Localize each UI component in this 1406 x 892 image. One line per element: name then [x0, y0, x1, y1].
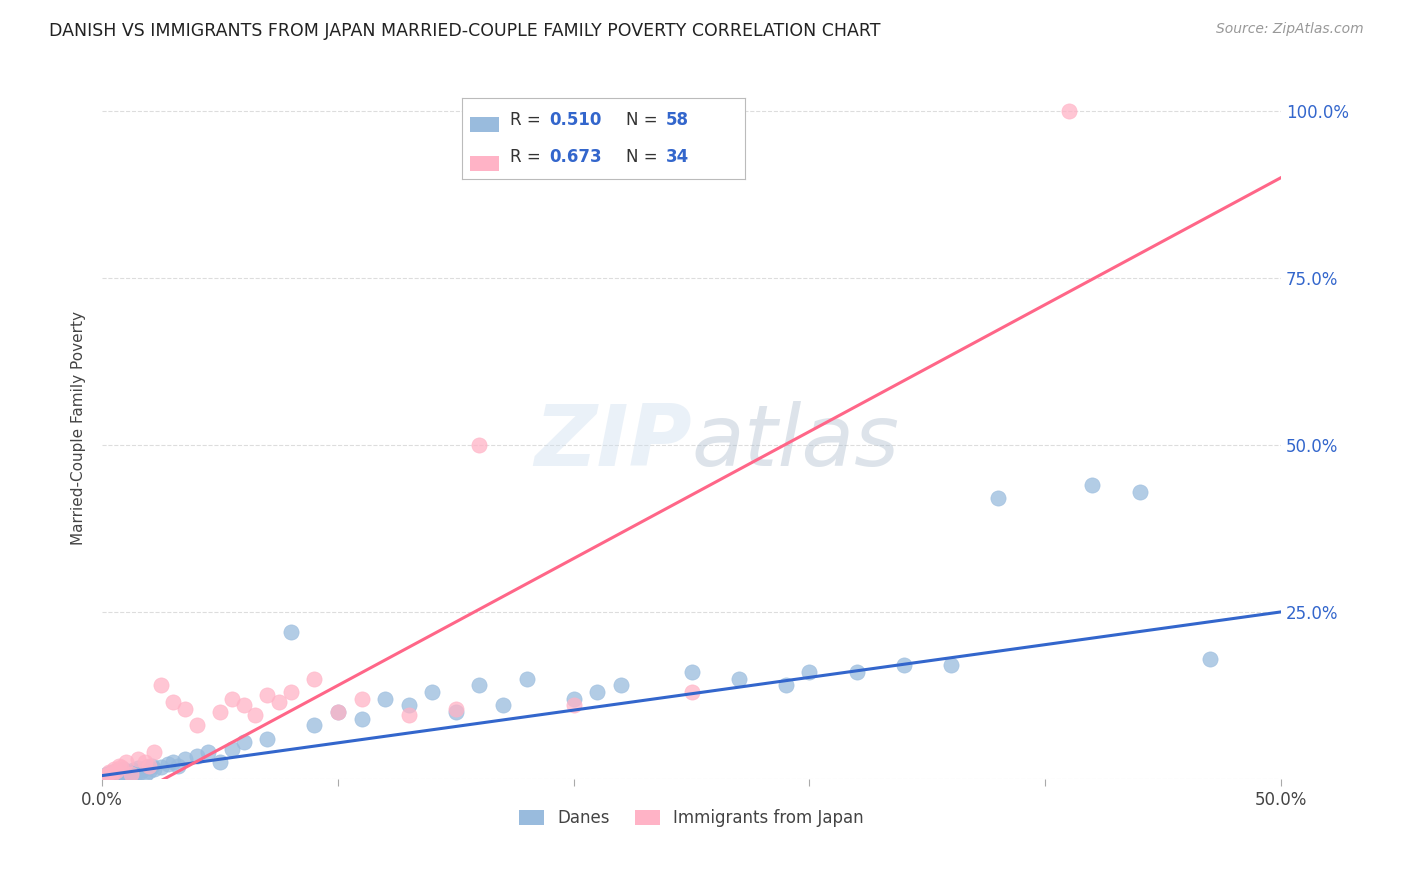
Point: [134, 756, 156, 770]
Point: [103, 762, 125, 776]
Point: [280, 685, 302, 699]
Point: [280, 624, 302, 639]
Point: [136, 760, 159, 774]
Text: DANISH VS IMMIGRANTS FROM JAPAN MARRIED-COUPLE FAMILY POVERTY CORRELATION CHART: DANISH VS IMMIGRANTS FROM JAPAN MARRIED-…: [49, 22, 880, 40]
Point: [110, 765, 132, 780]
Point: [444, 705, 467, 719]
Point: [134, 768, 156, 782]
Point: [586, 685, 609, 699]
Y-axis label: Married-Couple Family Poverty: Married-Couple Family Poverty: [72, 311, 86, 545]
Point: [127, 752, 149, 766]
Point: [939, 658, 962, 673]
Point: [256, 689, 278, 703]
Point: [468, 678, 491, 692]
Point: [138, 764, 160, 778]
Point: [420, 685, 443, 699]
Point: [103, 768, 125, 782]
Point: [127, 761, 149, 775]
Point: [374, 691, 396, 706]
Point: [398, 708, 420, 723]
Point: [610, 678, 633, 692]
Point: [492, 698, 515, 713]
Point: [1081, 478, 1104, 492]
Point: [562, 691, 585, 706]
Point: [221, 691, 243, 706]
Point: [245, 708, 267, 723]
Point: [141, 758, 163, 772]
Point: [681, 665, 703, 679]
Point: [326, 705, 349, 719]
Point: [304, 718, 326, 732]
Point: [304, 672, 326, 686]
Point: [117, 764, 139, 779]
Point: [209, 756, 232, 770]
Point: [143, 762, 166, 776]
Point: [350, 691, 373, 706]
Point: [107, 769, 129, 783]
Point: [114, 756, 136, 770]
Point: [96, 768, 118, 782]
Point: [326, 705, 349, 719]
Point: [121, 763, 143, 777]
Point: [1057, 103, 1080, 118]
Point: [120, 768, 142, 782]
Point: [124, 766, 146, 780]
Point: [166, 758, 188, 772]
Point: [221, 742, 243, 756]
Point: [209, 705, 232, 719]
Point: [256, 731, 278, 746]
Point: [232, 735, 254, 749]
Point: [129, 765, 152, 780]
Point: [468, 438, 491, 452]
Point: [157, 757, 180, 772]
Point: [150, 678, 173, 692]
Point: [516, 672, 538, 686]
Point: [131, 763, 153, 777]
Point: [562, 698, 585, 713]
Point: [143, 745, 166, 759]
Point: [267, 695, 290, 709]
Point: [98, 770, 121, 784]
Point: [98, 765, 121, 780]
Point: [197, 745, 219, 759]
Point: [93, 768, 115, 782]
Point: [96, 766, 118, 780]
Point: [107, 758, 129, 772]
Point: [398, 698, 420, 713]
Point: [100, 765, 122, 780]
Point: [799, 665, 821, 679]
Point: [775, 678, 797, 692]
Point: [105, 764, 128, 778]
Point: [150, 760, 173, 774]
Point: [173, 752, 195, 766]
Point: [893, 658, 915, 673]
Legend: Danes, Immigrants from Japan: Danes, Immigrants from Japan: [513, 803, 870, 834]
Point: [681, 685, 703, 699]
Point: [444, 702, 467, 716]
Point: [112, 762, 135, 776]
Point: [110, 760, 132, 774]
Point: [987, 491, 1010, 506]
Point: [114, 767, 136, 781]
Point: [138, 758, 160, 772]
Point: [727, 672, 749, 686]
Text: atlas: atlas: [692, 401, 900, 483]
Point: [162, 695, 184, 709]
Point: [173, 702, 195, 716]
Point: [350, 712, 373, 726]
Point: [100, 766, 122, 780]
Point: [186, 748, 208, 763]
Point: [105, 764, 128, 778]
Point: [162, 756, 184, 770]
Point: [232, 698, 254, 713]
Point: [1128, 484, 1150, 499]
Point: [845, 665, 868, 679]
Text: ZIP: ZIP: [534, 401, 692, 483]
Text: Source: ZipAtlas.com: Source: ZipAtlas.com: [1216, 22, 1364, 37]
Point: [1199, 651, 1222, 665]
Point: [120, 766, 142, 780]
Point: [93, 769, 115, 783]
Point: [186, 718, 208, 732]
